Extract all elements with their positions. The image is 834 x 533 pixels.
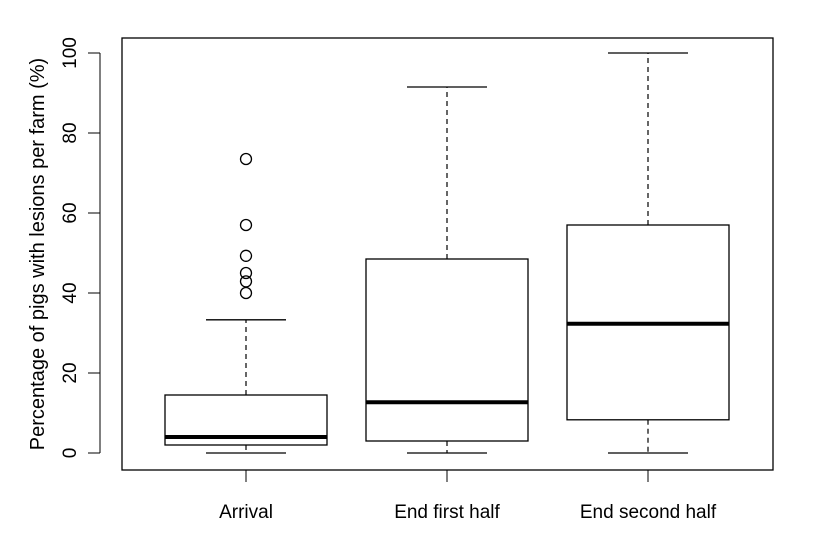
- y-tick-label: 60: [60, 202, 81, 223]
- y-tick-label: 40: [60, 282, 81, 303]
- y-tick-label: 80: [60, 122, 81, 143]
- outlier-point: [239, 275, 253, 288]
- y-tick-label: 100: [60, 37, 81, 69]
- y-axis: 0 20 40 60 80 100: [60, 37, 101, 459]
- y-axis-label: Percentage of pigs with lesions per farm…: [27, 58, 49, 450]
- x-tick-label: End second half: [580, 502, 717, 523]
- outlier-point: [239, 218, 253, 232]
- outlier-point: [239, 266, 253, 280]
- boxes-group: [164, 52, 730, 454]
- x-tick-label: End first half: [394, 502, 500, 523]
- x-tick-label: Arrival: [219, 502, 273, 523]
- x-axis-labels: Arrival End first half End second half: [219, 469, 717, 523]
- box-3: [566, 52, 730, 454]
- box-1: [164, 152, 328, 454]
- box-2: [365, 86, 529, 454]
- iqr-box: [365, 258, 529, 442]
- y-tick-label: 20: [60, 362, 81, 383]
- y-tick-label: 0: [60, 448, 81, 459]
- outlier-point: [239, 152, 253, 166]
- outlier-point: [239, 249, 253, 262]
